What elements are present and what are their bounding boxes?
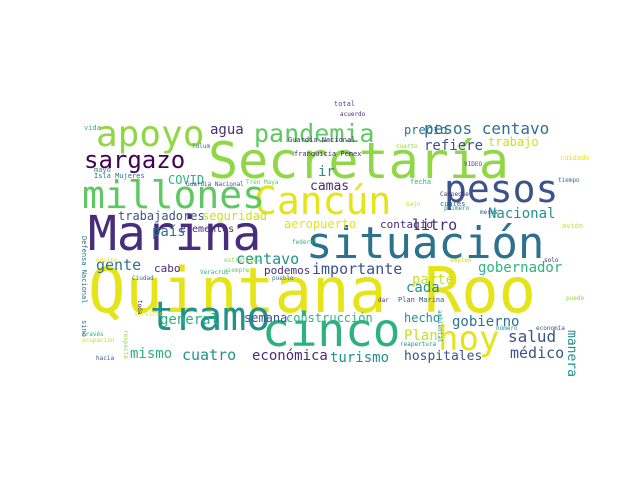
cloud-word: cuales [440, 200, 465, 208]
cloud-word: cuidado [560, 154, 590, 162]
cloud-word: ir [318, 164, 335, 180]
cloud-word: situación [306, 218, 544, 269]
cloud-word: cabo [154, 262, 181, 275]
cloud-word: vida [84, 124, 101, 132]
cloud-word: avión [562, 222, 583, 230]
cloud-word: apoyo [96, 114, 204, 155]
cloud-word: cuarto [396, 143, 418, 150]
cloud-word: servicio [134, 311, 163, 318]
cloud-word: Nacional [488, 206, 555, 222]
cloud-word: pandemia [254, 119, 374, 148]
cloud-word: mismo [130, 346, 172, 362]
cloud-word: tiempo [558, 177, 580, 184]
cloud-word: turismo [330, 350, 389, 366]
cloud-word: respecto [122, 330, 129, 359]
cloud-word: salud [508, 327, 556, 346]
cloud-word: aeropuerto [284, 217, 356, 231]
cloud-word: acuerdo [340, 111, 366, 118]
cloud-word: pesos [444, 167, 558, 211]
cloud-word: mayo [94, 166, 111, 174]
cloud-word: equipo [96, 257, 118, 264]
cloud-word: Tren Maya [246, 179, 279, 186]
cloud-word: Tulum [192, 143, 210, 150]
cloud-word: Cancún [254, 179, 391, 223]
cloud-word: manera [564, 330, 579, 377]
cloud-word: camas [310, 179, 349, 194]
cloud-word: hacia [96, 355, 114, 362]
cloud-word: Ciudad [132, 275, 154, 282]
cloud-word: siempre [224, 267, 250, 274]
cloud-word: bajo [406, 201, 421, 208]
cloud-word: económica [252, 348, 328, 364]
cloud-word: primero [444, 205, 470, 212]
cloud-word: millones [82, 173, 265, 217]
cloud-word: Plan [404, 328, 438, 344]
cloud-word: dar [378, 297, 389, 304]
cloud-word: hoy [438, 319, 499, 359]
cloud-word: federal [292, 239, 318, 246]
cloud-word: semana [244, 311, 287, 325]
cloud-word: elementos [180, 224, 234, 235]
cloud-word: gobierno [452, 314, 519, 330]
cloud-word: seguridad [202, 209, 267, 223]
cloud-word: agua [210, 122, 244, 138]
cloud-word: precio [404, 123, 447, 137]
cloud-word: hecho [404, 311, 440, 325]
cloud-word: Guardia Nacional [186, 181, 244, 188]
cloud-word: trabajo [488, 135, 539, 149]
cloud-word: parte [412, 272, 454, 288]
cloud-word: reapertura [400, 341, 437, 348]
cloud-word: sino [80, 320, 88, 337]
cloud-word: importante [312, 260, 402, 278]
cloud-word: pueblo [272, 275, 294, 282]
cloud-word: Defensa Nacional [80, 236, 88, 303]
cloud-word: país [152, 224, 186, 240]
cloud-word: Guardia Nacional [288, 136, 355, 144]
cloud-word: meses [480, 209, 498, 216]
cloud-word: Marina [88, 206, 261, 262]
cloud-word: solo [544, 257, 559, 264]
cloud-word: sargazo [84, 146, 185, 174]
cloud-word: Campeche [440, 191, 469, 198]
cloud-word: cinco [262, 303, 400, 357]
cloud-word: cuatro [182, 346, 236, 364]
cloud-word: empleo [450, 257, 472, 264]
cloud-word: cada [406, 280, 440, 296]
cloud-word: estrategia [224, 257, 261, 264]
cloud-word: centavo [236, 250, 299, 268]
cloud-word: gente [96, 256, 141, 274]
cloud-word: trabajadores [118, 209, 205, 223]
cloud-word: número [496, 325, 518, 332]
cloud-word: toda [136, 300, 143, 315]
cloud-word: Isla Mujeres [94, 172, 145, 180]
cloud-word: podemos [264, 264, 310, 277]
cloud-word: puede [566, 295, 584, 302]
cloud-word: Veracruz [200, 269, 229, 276]
cloud-word: contagio [380, 218, 433, 231]
cloud-word: pesos centavo [424, 119, 549, 138]
cloud-word: refiere [424, 138, 483, 154]
cloud-word: tramo [150, 294, 270, 340]
cloud-word: fecha [410, 178, 431, 186]
cloud-word: médico [510, 344, 564, 362]
cloud-word: litro [412, 216, 457, 234]
cloud-word: total [334, 100, 355, 108]
cloud-word: franquicia Pemex [294, 150, 361, 158]
cloud-word: Plan Marina [398, 296, 444, 304]
cloud-word: través [82, 331, 104, 338]
cloud-word: Secretaría [208, 132, 509, 190]
cloud-word: gobernador [478, 260, 562, 276]
cloud-word: ambiental [436, 310, 443, 343]
cloud-word: ocupación [82, 337, 115, 344]
cloud-word: general [160, 312, 219, 328]
cloud-word: economía [536, 325, 565, 332]
cloud-word: Quintana Roo [88, 254, 536, 327]
cloud-word: construcción [286, 311, 373, 325]
cloud-word: COVID [168, 173, 204, 187]
cloud-word: hospitales [404, 349, 482, 364]
cloud-word: VIDEO [464, 161, 482, 168]
